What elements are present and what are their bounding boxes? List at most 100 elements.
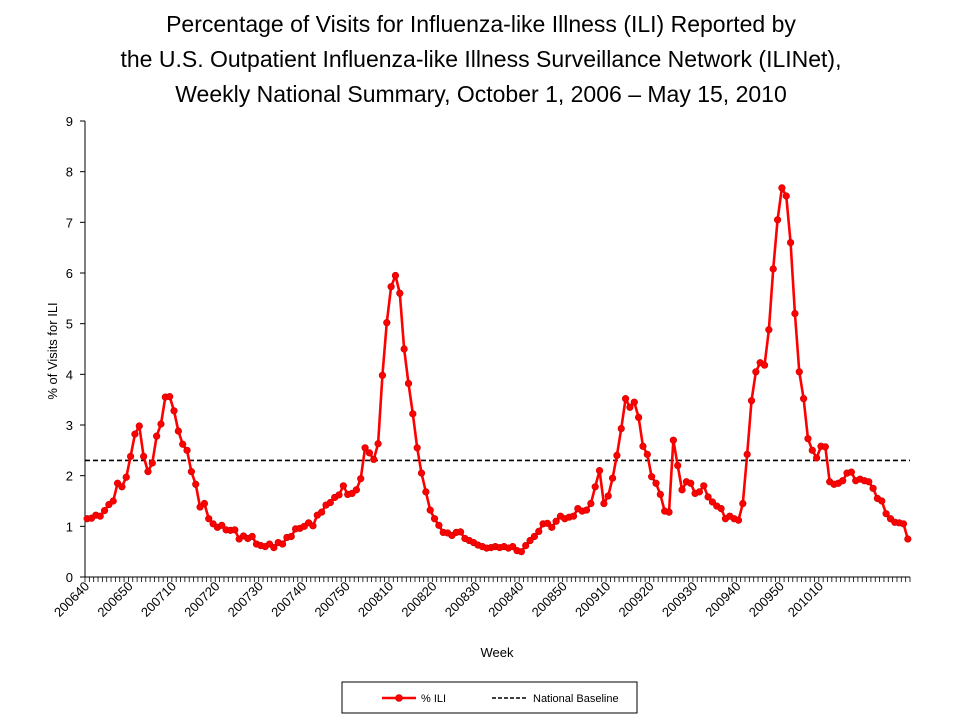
ili-data-point (270, 544, 278, 552)
ili-data-point (782, 192, 790, 200)
y-tick-label: 3 (66, 418, 73, 433)
ili-data-point (374, 440, 382, 448)
ili-data-point (318, 508, 326, 516)
x-tick-label: 200830 (442, 579, 483, 620)
y-tick-label: 0 (66, 570, 73, 585)
ili-data-point (352, 486, 360, 494)
ili-data-point (704, 493, 712, 501)
ili-data-point (187, 468, 195, 476)
ili-data-point (569, 512, 578, 520)
ili-data-point (357, 475, 365, 483)
legend-ili-marker (395, 694, 403, 702)
legend-ili-label: % ILI (421, 693, 446, 705)
ili-data-point (765, 326, 773, 334)
ili-data-point (752, 368, 760, 376)
ili-data-point (773, 216, 782, 224)
ili-data-point (639, 442, 647, 450)
legend-baseline-label: National Baseline (533, 693, 619, 705)
ili-data-point (157, 420, 165, 428)
ili-data-point (700, 482, 708, 490)
ili-data-point (430, 515, 439, 523)
ili-data-point (656, 490, 664, 499)
ili-data-point (587, 499, 595, 508)
ili-data-point (248, 532, 256, 541)
x-tick-label: 200750 (312, 579, 353, 620)
ili-data-point (760, 361, 769, 369)
ili-data-point (391, 271, 400, 280)
ili-data-point (800, 395, 808, 403)
ili-data-point (813, 454, 821, 462)
ili-data-point (140, 452, 148, 461)
ili-data-point (335, 491, 343, 499)
ili-data-point (552, 517, 560, 525)
ili-data-point (231, 526, 239, 534)
series-layer (83, 184, 912, 556)
ili-data-point (604, 492, 612, 500)
ili-data-point (153, 432, 161, 440)
ili-data-point (635, 413, 643, 422)
ili-data-point (365, 449, 374, 457)
x-tick-label: 200730 (225, 579, 266, 620)
ili-data-point (847, 468, 855, 476)
ili-data-point (600, 499, 608, 508)
y-tick-label: 5 (66, 317, 73, 332)
ili-data-point (192, 480, 200, 488)
y-tick-label: 4 (66, 367, 73, 382)
ili-data-point (608, 474, 617, 482)
ili-data-point (786, 239, 795, 247)
ili-data-point (582, 506, 591, 514)
ili-data-point (144, 468, 152, 476)
ili-data-point (630, 398, 638, 406)
ili-data-point (591, 483, 599, 491)
ili-series-line (87, 186, 910, 553)
ili-data-point (526, 536, 534, 545)
ili-data-point (96, 512, 104, 520)
ili-data-point (652, 479, 660, 487)
ili-data-point (821, 443, 829, 451)
ili-data-point (166, 393, 174, 401)
legend: % ILI National Baseline (341, 681, 638, 714)
ili-data-point (530, 532, 539, 541)
x-axis-title: Week (481, 645, 514, 660)
x-tick-label: 200920 (615, 579, 656, 620)
ili-data-point (183, 446, 191, 454)
ili-data-point (387, 283, 395, 291)
ili-data-point (617, 424, 625, 433)
x-tick-label: 201010 (785, 579, 826, 620)
ili-data-point (456, 528, 465, 536)
ili-data-point (678, 486, 686, 494)
ili-data-point (126, 452, 135, 461)
ili-data-point (791, 309, 799, 318)
y-tick-label: 2 (66, 469, 73, 484)
ili-data-point (135, 422, 143, 430)
ili-data-point (413, 444, 421, 452)
ili-data-point (396, 289, 404, 297)
x-tick-label: 200850 (529, 579, 570, 620)
ili-data-point (218, 521, 226, 529)
ili-data-point (613, 451, 621, 460)
y-tick-label: 9 (66, 114, 73, 129)
ili-data-point (339, 482, 347, 490)
ili-data-point (517, 548, 525, 556)
ili-data-point (287, 532, 295, 541)
ili-data-point (400, 345, 408, 353)
ili-data-point (179, 440, 187, 448)
ili-data-point (882, 510, 890, 518)
ili-data-point (626, 403, 634, 411)
ili-data-point (326, 498, 334, 507)
ili-data-point (543, 519, 552, 527)
ili-data-point (435, 521, 443, 529)
y-tick-label: 7 (66, 215, 73, 230)
ili-data-point (734, 516, 743, 524)
y-tick-label: 6 (66, 266, 73, 281)
x-tick-label: 200820 (398, 579, 439, 620)
chart-title-line-2: the U.S. Outpatient Influenza-like Illne… (121, 46, 842, 72)
ili-data-point (200, 499, 209, 508)
x-tick-label: 200940 (702, 579, 743, 620)
ili-data-point (417, 469, 426, 477)
ili-data-point (174, 427, 182, 435)
ili-data-point (717, 505, 725, 513)
ili-data-point (426, 506, 434, 514)
ili-data-point (404, 379, 413, 388)
